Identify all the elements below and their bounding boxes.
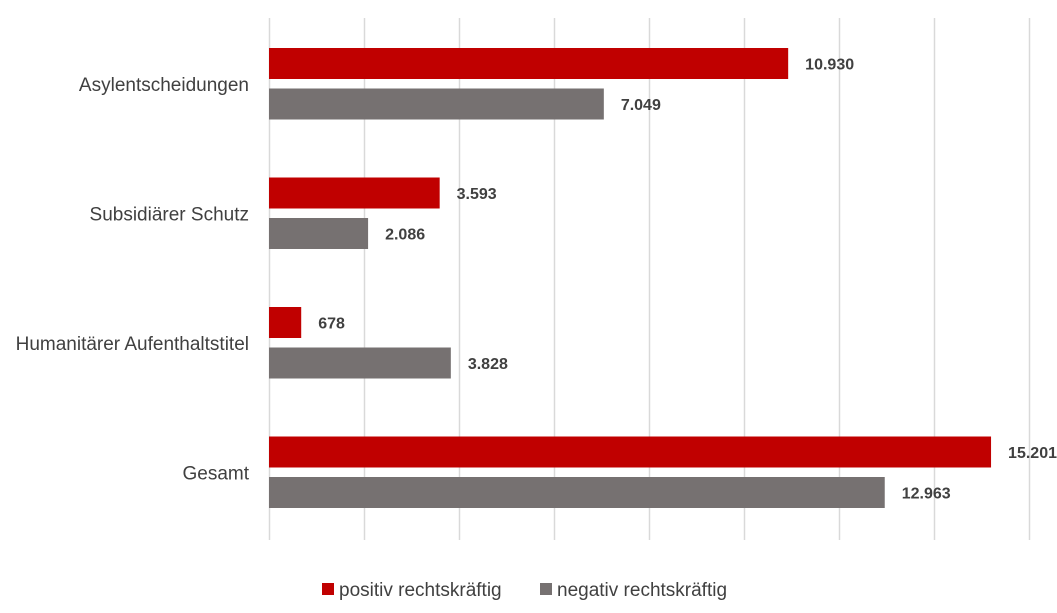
bar-asylentscheidungen-negativ [269,88,604,120]
bars [269,48,992,508]
legend-swatch-negativ [540,583,552,595]
legend-swatch-positiv [322,583,334,595]
value-label-humanitärer-aufenthaltstitel-positiv: 678 [318,316,345,333]
category-label-2: Humanitärer Aufenthaltstitel [16,334,249,355]
value-label-subsidiärer-schutz-positiv: 3.593 [457,186,497,203]
bar-humanitärer-aufenthaltstitel-positiv [269,307,302,338]
value-labels: 10.930 7.049 3.593 2.086 678 3.828 15.201 12.96… [318,57,1057,503]
bar-subsidiärer-schutz-negativ [269,218,369,249]
value-label-gesamt-positiv: 15.201 [1008,445,1057,462]
legend-label-negativ: negativ rechtskräftig [557,580,727,601]
value-label-humanitärer-aufenthaltstitel-negativ: 3.828 [468,356,508,373]
bar-asylentscheidungen-positiv [269,48,789,79]
value-label-asylentscheidungen-negativ: 7.049 [621,97,661,114]
category-label-3: Gesamt [182,463,249,484]
bar-humanitärer-aufenthaltstitel-negativ [269,347,451,379]
legend-label-positiv: positiv rechtskräftig [339,580,502,601]
value-label-asylentscheidungen-positiv: 10.930 [805,57,854,74]
bar-subsidiärer-schutz-positiv [269,177,440,209]
value-label-gesamt-negativ: 12.963 [902,486,951,503]
bar-gesamt-negativ [269,477,885,508]
category-label-0: Asylentscheidungen [79,75,249,96]
category-label-1: Subsidiärer Schutz [90,204,249,225]
category-labels: Asylentscheidungen Subsidiärer Schutz Huma… [16,75,250,485]
bar-gesamt-positiv [269,436,992,468]
legend: positiv rechtskräftig negativ rechtskräft… [322,580,727,601]
value-label-subsidiärer-schutz-negativ: 2.086 [385,227,425,244]
